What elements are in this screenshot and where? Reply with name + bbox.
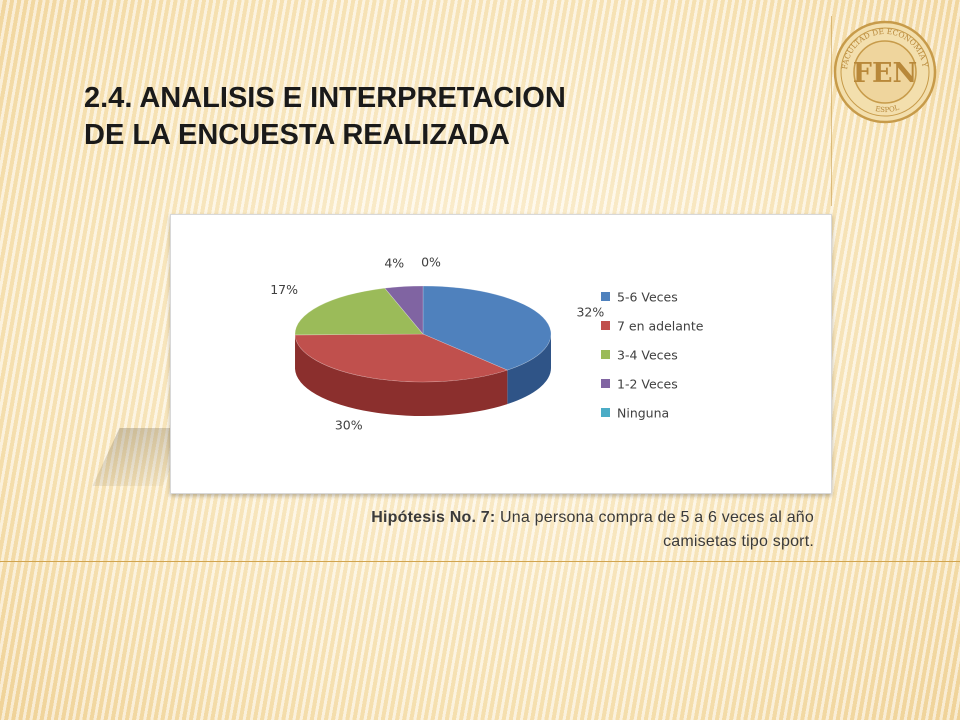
decorative-horizontal-line (0, 561, 960, 562)
legend-label-2: 3-4 Veces (617, 348, 678, 363)
caption-line-2: camisetas tipo sport. (663, 533, 814, 550)
legend-swatch-1 (601, 321, 610, 330)
pie-slice-3 (384, 285, 424, 335)
pie-tops (294, 285, 552, 383)
legend-label-3: 1-2 Veces (617, 377, 678, 392)
chart-container: 32% 30% 17% 4% 0% 5-6 Veces 7 en adelante 3-4 V… (170, 214, 832, 494)
pie-side-0 (507, 334, 551, 405)
title-line-1: 2.4. ANALISIS E INTERPRETACION (84, 82, 566, 114)
caption-label: Hipótesis No. 7: (371, 509, 496, 526)
legend-swatch-4 (601, 408, 610, 417)
pie-chart: 32% 30% 17% 4% 0% 5-6 Veces 7 en adelante 3-4 V… (270, 255, 704, 433)
pie-slice-1 (294, 333, 509, 383)
legend-swatch-0 (601, 292, 610, 301)
decorative-vertical-line (831, 16, 832, 206)
legend-label-0: 5-6 Veces (617, 290, 678, 305)
pie-side-1 (295, 334, 508, 416)
data-label-2: 17% (270, 282, 298, 297)
legend-swatch-3 (601, 379, 610, 388)
legend-swatch-2 (601, 350, 610, 359)
page-title: 2.4. ANALISIS E INTERPRETACION DE LA ENC… (84, 80, 724, 154)
caption-line-1: Una persona compra de 5 a 6 veces al año (495, 509, 814, 526)
data-label-4: 0% (421, 255, 441, 270)
data-label-3: 4% (384, 255, 404, 270)
fen-logo: FACULTAD DE ECONOMIA Y NEGOCIOS FEN ESPO… (833, 20, 937, 124)
data-label-0: 32% (576, 304, 604, 319)
legend-label-4: Ninguna (617, 406, 669, 421)
logo-bottom-text: ESPOL (875, 104, 901, 115)
logo-main-text: FEN (853, 58, 917, 89)
pie-slice-0 (422, 285, 552, 371)
pie-sides (295, 334, 551, 416)
pie-slice-2 (294, 287, 424, 336)
legend-label-1: 7 en adelante (617, 319, 704, 334)
hypothesis-caption: Hipótesis No. 7: Una persona compra de 5… (200, 506, 814, 554)
data-label-1: 30% (335, 417, 363, 432)
title-line-2: DE LA ENCUESTA REALIZADA (84, 119, 510, 151)
